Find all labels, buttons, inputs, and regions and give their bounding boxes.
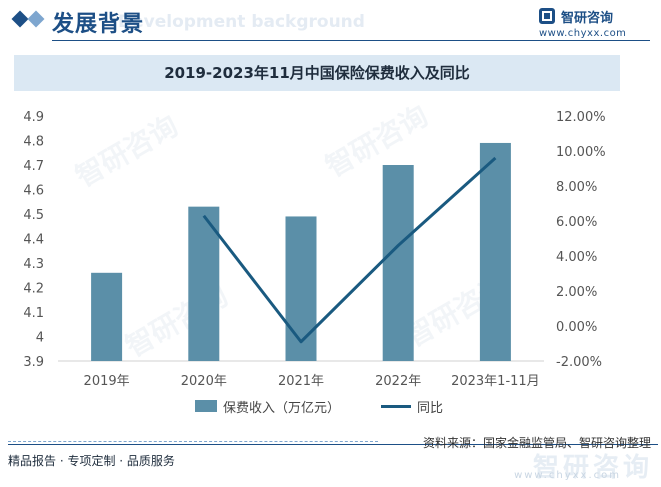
chart-title: 2019-2023年11月中国保险保费收入及同比 — [164, 64, 470, 82]
section-header: Development background 发展背景 智研咨询 www.chy… — [0, 0, 661, 46]
page-title: 发展背景 — [52, 12, 145, 37]
legend-line-swatch — [381, 405, 411, 408]
y-left-tick-label: 3.9 — [23, 355, 44, 370]
bar — [285, 216, 317, 361]
y-right-tick-label: 2.00% — [556, 285, 597, 300]
y-left-tick-label: 4.8 — [23, 135, 44, 150]
source-note: 资料来源：国家金融监管局、智研咨询整理 — [422, 436, 651, 450]
y-left-tick-label: 4.4 — [23, 233, 44, 248]
header-subtitle: Development background — [118, 12, 365, 32]
chart-title-band: 2019-2023年11月中国保险保费收入及同比 — [14, 55, 620, 91]
y-left-tick-label: 4.6 — [23, 184, 44, 199]
y-right-tick-label: 10.00% — [556, 145, 606, 160]
y-right-tick-label: 12.00% — [556, 110, 606, 125]
yoy-line — [202, 156, 497, 344]
y-right-tick-label: 6.00% — [556, 215, 597, 230]
footer-dashed-divider — [8, 441, 378, 442]
bar — [91, 272, 123, 361]
y-left-tick-label: 4 — [36, 331, 44, 346]
y-left-tick-label: 4.7 — [23, 159, 44, 174]
footer-url: www.chyxx.com — [514, 470, 621, 481]
legend-line-label: 同比 — [417, 401, 444, 416]
services-tagline: 精品报告 · 专项定制 · 品质服务 — [8, 454, 175, 468]
x-tick-label: 2020年 — [181, 374, 227, 389]
y-right-tick-label: -2.00% — [556, 355, 602, 370]
logo-icon — [539, 8, 555, 24]
y-right-tick-label: 4.00% — [556, 250, 597, 265]
footer-brand: 智研咨询 — [532, 453, 653, 483]
footer-divider — [8, 444, 658, 445]
logo-name: 智研咨询 — [561, 11, 614, 26]
y-left-tick-label: 4.2 — [23, 282, 44, 297]
y-right-tick-label: 0.00% — [556, 320, 597, 335]
y-left-tick-label: 4.3 — [23, 257, 44, 272]
logo-url: www.chyxx.com — [539, 28, 627, 39]
header-divider — [52, 40, 650, 41]
x-tick-label: 2023年1-11月 — [451, 374, 540, 389]
x-tick-label: 2019年 — [84, 374, 130, 389]
bar — [382, 165, 414, 361]
x-tick-label: 2021年 — [278, 374, 324, 389]
brand-logo: 智研咨询 www.chyxx.com — [539, 6, 639, 42]
legend-bar-label: 保费收入（万亿元） — [223, 401, 341, 416]
y-left-tick-label: 4.9 — [23, 110, 44, 125]
y-right-tick-label: 8.00% — [556, 180, 597, 195]
y-left-tick-label: 4.1 — [23, 306, 44, 321]
bar — [479, 142, 511, 361]
bar — [188, 206, 220, 361]
x-tick-label: 2022年 — [375, 374, 421, 389]
legend-bar-swatch — [195, 400, 217, 412]
y-left-tick-label: 4.5 — [23, 208, 44, 223]
